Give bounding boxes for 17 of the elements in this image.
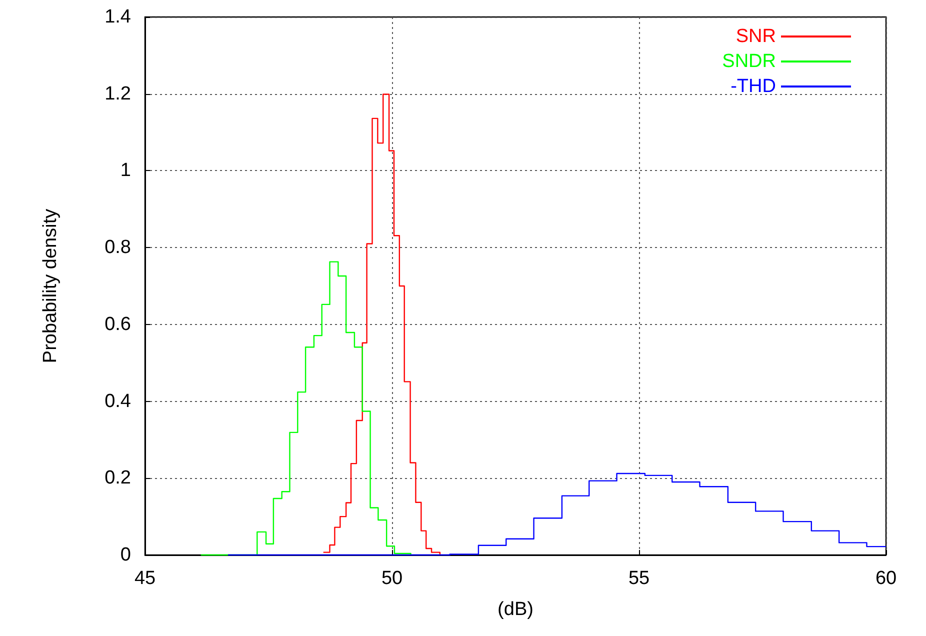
legend-label: -THD <box>730 76 776 97</box>
x-tick-label: 45 <box>134 568 156 589</box>
y-tick-label: 0.2 <box>104 468 131 489</box>
y-tick-label: 1 <box>120 160 131 182</box>
legend-label: SNDR <box>722 51 776 72</box>
x-tick-label: 60 <box>875 568 897 589</box>
y-tick-label: 0.6 <box>104 314 131 335</box>
legend-label: SNR <box>736 26 776 47</box>
x-axis-title: (dB) <box>498 599 534 620</box>
y-tick-label: 1.2 <box>104 83 131 104</box>
y-axis-title: Probability density <box>40 208 61 364</box>
x-tick-label: 50 <box>381 568 403 589</box>
x-tick-label: 55 <box>628 568 650 589</box>
y-tick-label: 1.4 <box>104 6 132 28</box>
y-tick-label: 0 <box>120 544 131 566</box>
y-tick-label: 0.8 <box>104 237 131 258</box>
y-tick-label: 0.4 <box>104 390 132 412</box>
